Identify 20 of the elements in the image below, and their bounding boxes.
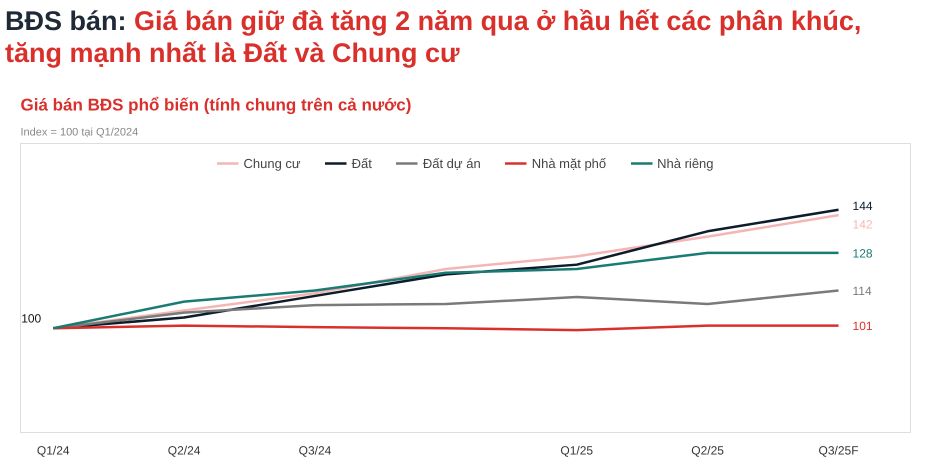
data-label: 100 — [21, 311, 42, 326]
legend-label: Nhà mặt phố — [532, 156, 606, 170]
chart-title: BĐS bán: Giá bán giữ đà tăng 2 năm qua ở hầu hết các phân khúc, tăng mạnh nhất là Đất và Chung cư — [5, 6, 862, 68]
data-label: 142 — [852, 218, 873, 232]
text: Index = 100 tại Q1/2024 — [20, 126, 138, 138]
x-tick-label: Q2/25 — [691, 444, 724, 458]
data-label: 114 — [852, 284, 872, 298]
legend-label: Chung cư — [243, 156, 301, 170]
data-label: 144 — [852, 199, 873, 214]
data-label: 128 — [852, 246, 873, 260]
x-tick-label: Q1/24 — [36, 444, 70, 458]
x-tick-label: Q3/25F — [818, 444, 859, 458]
x-tick-label: Q2/24 — [168, 444, 201, 458]
legend-label: Nhà riêng — [657, 156, 714, 170]
data-label: 101 — [852, 319, 873, 334]
legend-label: Đất dự án — [422, 156, 481, 170]
legend-label: Đất — [352, 156, 372, 170]
chart-subtitle: Giá bán BĐS phổ biến (tính chung trên cả nước) — [20, 96, 412, 114]
x-tick-label: Q1/25 — [560, 444, 594, 458]
x-tick-label: Q3/24 — [298, 444, 332, 458]
